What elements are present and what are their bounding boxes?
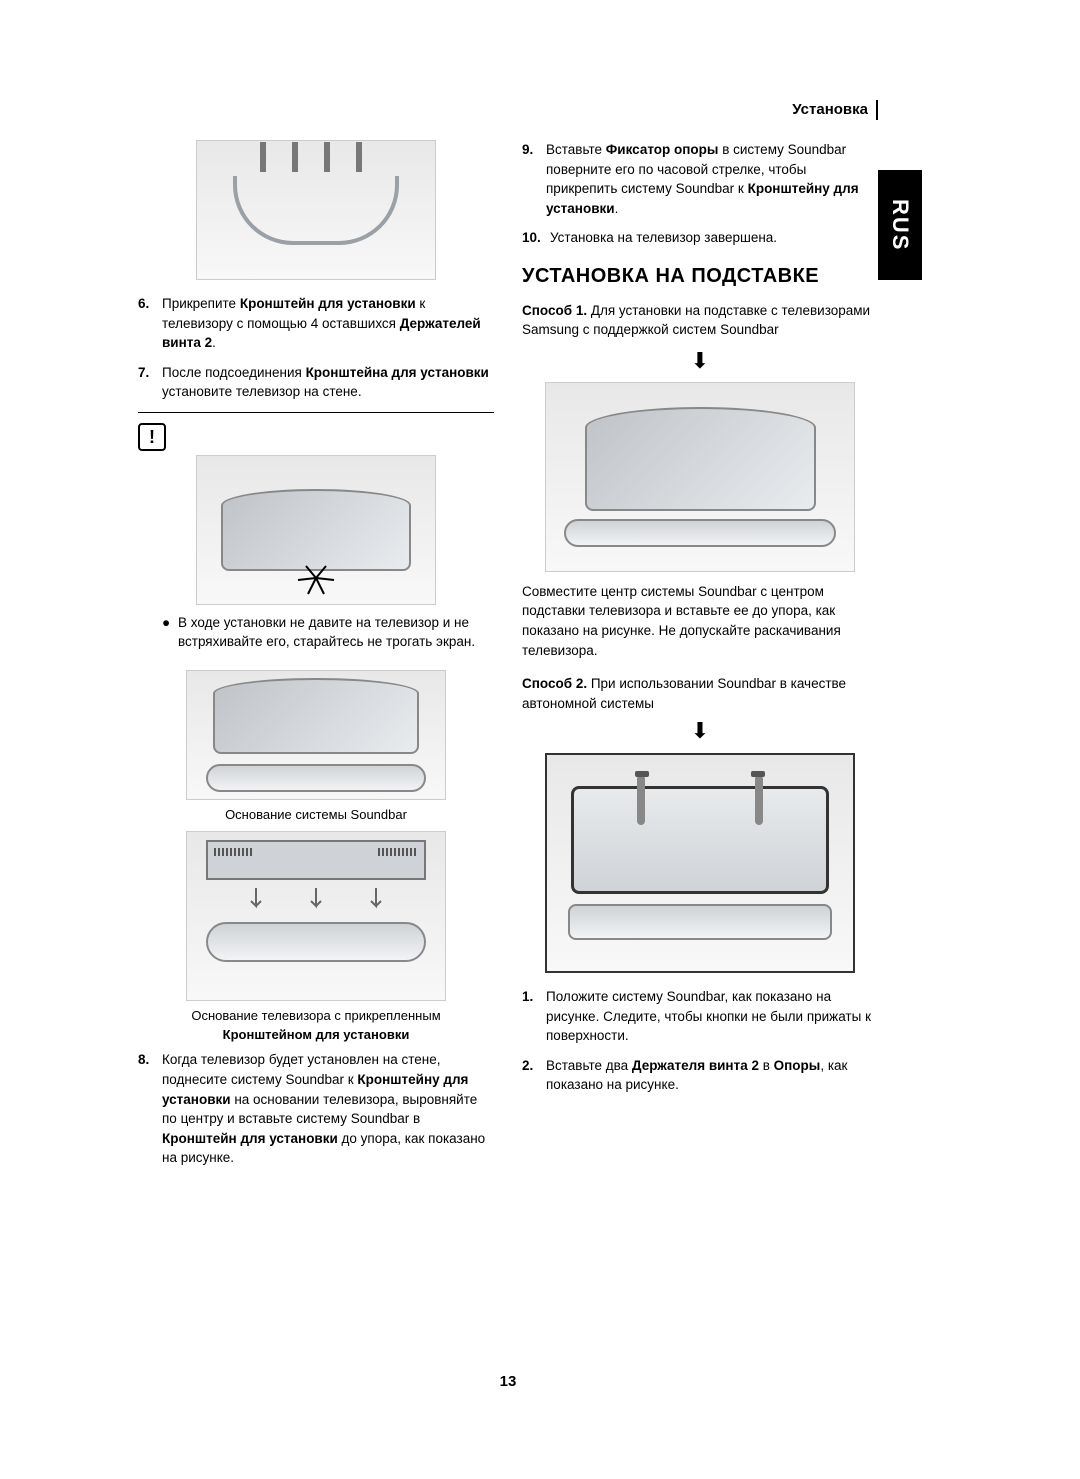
left-column: 6. Прикрепите Кронштейн для установки к … — [138, 140, 494, 1178]
text-bold: Способ 1. — [522, 303, 587, 318]
step-8: 8. Когда телевизор будет установлен на с… — [138, 1050, 494, 1167]
paragraph: Совместите центр системы Soundbar с цент… — [522, 582, 878, 660]
method-2: Способ 2. При использовании Soundbar в к… — [522, 674, 878, 713]
step-number: 9. — [522, 140, 546, 218]
right-step-2: 2. Вставьте два Держателя винта 2 в Опор… — [522, 1056, 878, 1095]
figure-caption: Основание системы Soundbar — [138, 806, 494, 825]
text-bold: Кронштейн для установки — [240, 296, 416, 311]
page-number: 13 — [500, 1373, 517, 1390]
figure-caption: Основание телевизора с прикрепленным Кро… — [138, 1007, 494, 1045]
bullet-text: В ходе установки не давите на телевизор … — [178, 613, 494, 652]
text-bold: Опоры — [774, 1058, 821, 1073]
text: . — [212, 335, 216, 350]
step-number: 10. — [522, 228, 550, 248]
text-bold: Фиксатор опоры — [606, 142, 719, 157]
right-column: 9. Вставьте Фиксатор опоры в систему Sou… — [522, 140, 878, 1178]
impact-icon — [286, 558, 346, 598]
caution-bullet: ● В ходе установки не давите на телевизо… — [138, 613, 494, 652]
right-step-1: 1. Положите систему Soundbar, как показа… — [522, 987, 878, 1046]
figure-stand-method2 — [545, 753, 855, 973]
text: Вставьте два — [546, 1058, 632, 1073]
figure-tv-caution — [196, 455, 436, 605]
figure-bracket-screws — [196, 140, 436, 280]
text: в — [759, 1058, 774, 1073]
step-text: После подсоединения Кронштейна для устан… — [162, 363, 494, 402]
text: Основание телевизора с прикрепленным — [191, 1008, 440, 1023]
down-arrow-icon: ⬇ — [522, 715, 878, 747]
step-number: 1. — [522, 987, 546, 1046]
text-bold: Кронштейн для установки — [162, 1131, 338, 1146]
text-bold: Кронштейна для установки — [306, 365, 489, 380]
figure-base-bracket — [186, 831, 446, 1001]
text-bold: Держателя винта 2 — [632, 1058, 759, 1073]
language-tab: RUS — [878, 170, 922, 280]
caution-icon: ! — [138, 423, 166, 451]
step-number: 7. — [138, 363, 162, 402]
content-columns: 6. Прикрепите Кронштейн для установки к … — [138, 140, 878, 1178]
step-7: 7. После подсоединения Кронштейна для ус… — [138, 363, 494, 402]
bullet-dot: ● — [162, 613, 178, 652]
text: Вставьте — [546, 142, 606, 157]
step-text: Прикрепите Кронштейн для установки к тел… — [162, 294, 494, 353]
step-6: 6. Прикрепите Кронштейн для установки к … — [138, 294, 494, 353]
figure-tv-soundbar — [186, 670, 446, 800]
down-arrows-icon — [216, 886, 416, 916]
step-number: 6. — [138, 294, 162, 353]
text: После подсоединения — [162, 365, 306, 380]
text-bold: Способ 2. — [522, 676, 587, 691]
step-text: Положите систему Soundbar, как показано … — [546, 987, 878, 1046]
divider — [138, 412, 494, 413]
text: Прикрепите — [162, 296, 240, 311]
step-text: Когда телевизор будет установлен на стен… — [162, 1050, 494, 1167]
manual-page: Установка RUS 6. Прикрепите Кронштейн дл… — [138, 100, 878, 1390]
text-bold: Кронштейном для установки — [223, 1027, 410, 1042]
step-number: 2. — [522, 1056, 546, 1095]
figure-stand-method1 — [545, 382, 855, 572]
step-text: Вставьте два Держателя винта 2 в Опоры, … — [546, 1056, 878, 1095]
step-number: 8. — [138, 1050, 162, 1167]
section-header: Установка — [792, 100, 878, 120]
text: . — [615, 201, 619, 216]
text: установите телевизор на стене. — [162, 384, 362, 399]
